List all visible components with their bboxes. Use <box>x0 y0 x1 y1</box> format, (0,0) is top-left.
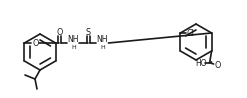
Text: H: H <box>100 44 105 49</box>
Text: O: O <box>32 39 39 48</box>
Text: NH: NH <box>97 34 108 44</box>
Text: H: H <box>71 44 76 49</box>
Text: NH: NH <box>68 34 79 44</box>
Text: Cl: Cl <box>186 29 194 38</box>
Text: S: S <box>86 28 91 36</box>
Text: HO: HO <box>195 59 206 68</box>
Text: O: O <box>56 28 62 36</box>
Text: O: O <box>214 60 221 69</box>
